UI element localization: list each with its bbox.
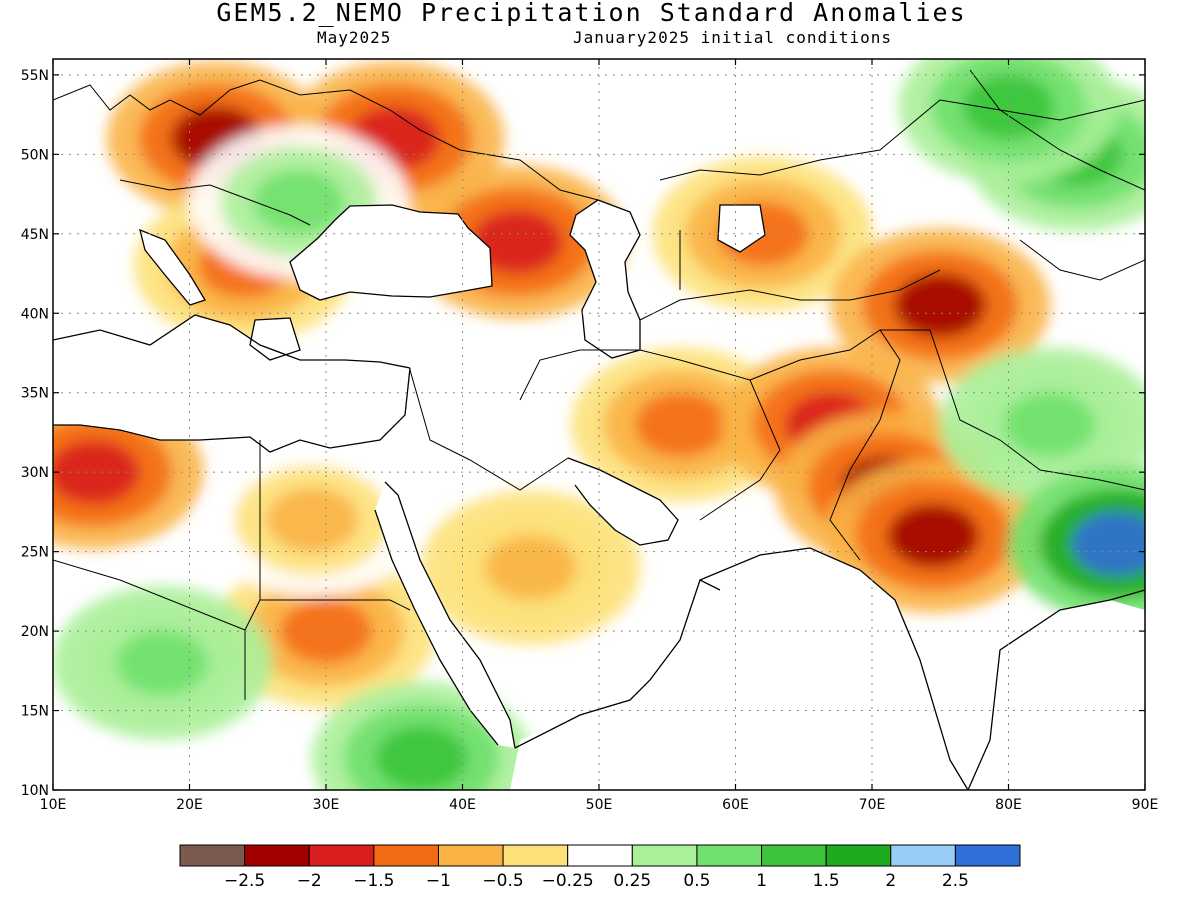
longitude-label: 40E [449,797,476,813]
latitude-label: 15N [21,704,49,720]
anomaly-blob [894,273,987,338]
colorbar-label: 0.25 [613,871,651,891]
colorbar-swatch [373,844,439,867]
latitude-label: 20N [21,624,49,640]
initial-conditions: January2025 initial conditions [573,28,892,47]
colorbar-label: −2.5 [224,871,265,891]
colorbar-label: −1.5 [353,871,394,891]
anomaly-blob [53,439,140,505]
colorbar-swatch [502,844,569,867]
anomaly-blob [375,726,468,790]
colorbar-swatch [825,844,892,867]
colorbar-label: 1 [756,871,767,891]
valid-month: May2025 [317,28,392,47]
colorbar-swatch [244,844,310,867]
graticule [53,59,1145,790]
latitude-label: 50N [21,147,49,163]
persian-gulf [568,458,678,545]
colorbar-label: −0.5 [482,871,523,891]
colorbar-swatch [696,844,763,867]
colorbar-swatch [890,844,956,867]
colorbar-label: 1.5 [813,871,840,891]
axis-ticks [52,59,1146,791]
longitude-label: 20E [176,797,203,813]
arabian-sea [580,548,950,790]
anomaly-blob [887,503,980,568]
colorbar-label: 0.5 [683,871,710,891]
anomaly-blob [266,487,359,553]
latitude-labels: 55N 50N 45N 40N 35N 30N 25N 20N 15N 10N [21,68,49,799]
anomaly-blob [484,535,577,600]
colorbar-label: 2.5 [942,871,969,891]
map-plot-area [53,59,1145,790]
water-bodies [53,200,1145,790]
latitude-label: 55N [21,68,49,84]
anomaly-shading [53,59,1145,790]
bay-of-bengal [990,600,1145,790]
black-sea [290,205,492,300]
longitude-label: 90E [1132,797,1159,813]
colorbar-label: −1 [426,871,451,891]
anomaly-blob [252,169,345,235]
latitude-label: 35N [21,386,49,402]
red-sea [375,482,515,748]
colorbar-swatch [437,844,504,867]
colorbar-label: −2 [297,871,322,891]
colorbar-swatch [761,844,827,867]
longitude-label: 50E [586,797,613,813]
longitude-label: 60E [722,797,749,813]
longitude-label: 10E [40,797,67,813]
anomaly-blob [634,392,727,457]
latitude-label: 10N [21,783,49,799]
gulf-of-aden [510,700,650,790]
longitude-labels: 10E 20E 30E 40E 50E 60E 70E 80E 90E [40,797,1159,813]
colorbar-label: 2 [885,871,896,891]
coastlines-borders [53,69,1145,790]
colorbar-swatch [567,844,633,867]
latitude-label: 40N [21,306,49,322]
aral-sea [718,205,765,252]
longitude-label: 80E [995,797,1022,813]
aegean [250,318,300,360]
adriatic [140,230,205,305]
colorbar-label: −0.25 [542,871,594,891]
anomaly-blob [1071,511,1145,576]
longitude-label: 70E [859,797,886,813]
latitude-label: 25N [21,545,49,561]
colorbar-swatch [308,844,375,867]
colorbar-swatch [179,844,246,867]
mediterranean [53,315,410,452]
colorbar [179,844,1021,867]
latitude-label: 30N [21,465,49,481]
anomaly-blob [471,209,564,274]
longitude-label: 30E [313,797,340,813]
anomaly-blob [116,630,209,696]
colorbar-swatch [954,844,1021,867]
colorbar-labels: −2.5 −2 −1.5 −1 −0.5 −0.25 0.25 0.5 1 1.5 2 2.5 [224,871,969,891]
latitude-label: 45N [21,227,49,243]
colorbar-swatch [631,844,698,867]
chart-title: GEM5.2_NEMO Precipitation Standard Anoma… [216,0,967,27]
caspian-sea [570,200,640,358]
anomaly-blob [1003,392,1096,457]
